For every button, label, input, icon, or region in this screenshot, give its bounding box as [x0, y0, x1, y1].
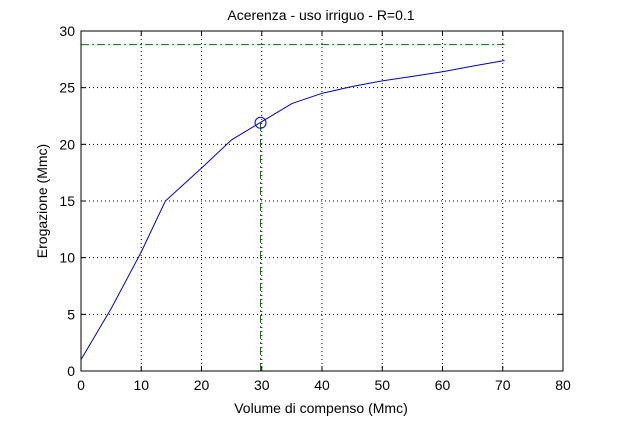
- y-axis-label: Erogazione (Mmc): [34, 144, 50, 258]
- y-tick-label: 5: [67, 306, 75, 322]
- ticks: 0 10 20 30 40 50 60 70 80 0 5 10 15 20 25 30: [59, 23, 571, 393]
- chart-title: Acerenza - uso irriguo - R=0.1: [227, 7, 414, 23]
- y-tick-label: 0: [67, 363, 75, 379]
- x-axis-label: Volume di compenso (Mmc): [234, 400, 408, 416]
- reference-lines: [81, 44, 505, 371]
- x-tick-label: 10: [133, 377, 149, 393]
- y-tick-label: 20: [59, 136, 75, 152]
- x-tick-label: 60: [435, 377, 451, 393]
- x-tick-label: 0: [77, 377, 85, 393]
- series-layer: [80, 59, 505, 360]
- series-line: [80, 59, 505, 360]
- x-tick-label: 80: [555, 377, 571, 393]
- x-tick-label: 50: [374, 377, 390, 393]
- x-tick-label: 40: [314, 377, 330, 393]
- x-tick-label: 20: [194, 377, 210, 393]
- grid: [81, 31, 563, 371]
- x-tick-label: 70: [495, 377, 511, 393]
- x-tick-label: 30: [254, 377, 270, 393]
- y-tick-label: 25: [59, 80, 75, 96]
- y-tick-label: 10: [59, 250, 75, 266]
- y-tick-label: 15: [59, 193, 75, 209]
- y-tick-label: 30: [59, 23, 75, 39]
- selected-point-marker: [254, 116, 267, 129]
